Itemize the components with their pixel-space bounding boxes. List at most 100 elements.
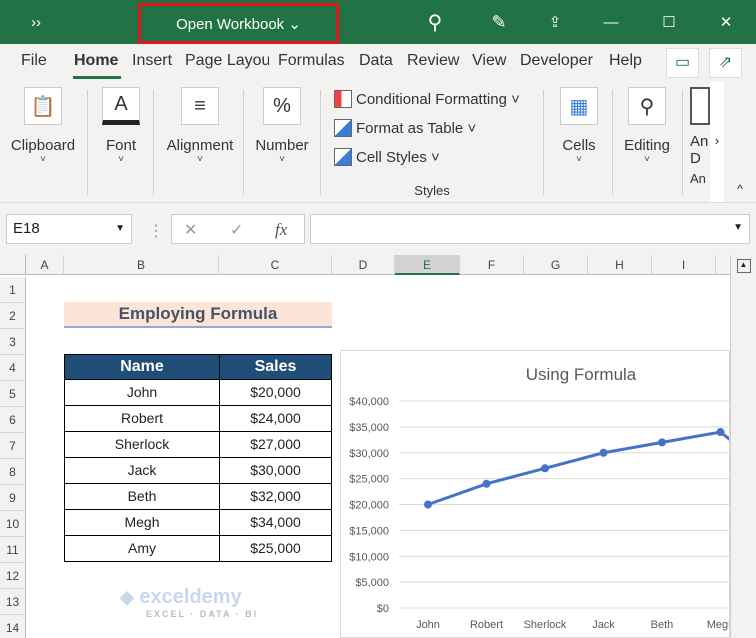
select-all-button[interactable] [0, 255, 26, 275]
column-header-D[interactable]: D [332, 255, 395, 275]
share-icon[interactable]: ⇗ [709, 48, 742, 78]
sheet-title[interactable]: Employing Formula [64, 302, 332, 328]
tab-help[interactable]: Help [609, 52, 642, 69]
formula-input[interactable]: ▼ [310, 214, 750, 244]
cell-styles-icon [334, 148, 352, 166]
data-point [482, 479, 491, 488]
cell-styles-button[interactable]: Cell Styles ˅ [334, 148, 440, 166]
cell-sales[interactable]: $27,000 [219, 431, 332, 458]
tab-view[interactable]: View [472, 52, 507, 69]
row-header-7[interactable]: 7 [0, 433, 26, 459]
column-header-E[interactable]: E [395, 255, 460, 275]
ribbon: 📋 Clipboard ˅ A Font ˅ ≡ Alignment ˅ % N… [0, 82, 756, 203]
header-name[interactable]: Name [64, 354, 220, 380]
cell-sales[interactable]: $20,000 [219, 379, 332, 406]
divider [612, 90, 613, 195]
row-header-11[interactable]: 11 [0, 537, 26, 563]
chevron-down-icon: ˅ [279, 154, 285, 165]
clipboard-label: Clipboard [10, 137, 76, 154]
maximize-button[interactable]: ☐ [662, 14, 676, 31]
chevron-down-icon: ▼ [733, 222, 743, 233]
clipboard-group[interactable]: 📋 Clipboard ˅ [4, 87, 82, 165]
font-group[interactable]: A Font ˅ [92, 87, 150, 165]
editing-group[interactable]: ⚲ Editing ˅ [618, 87, 676, 165]
cell-name[interactable]: Amy [64, 535, 220, 562]
format-as-table-button[interactable]: Format as Table ˅ [334, 119, 476, 137]
ribbon-scroll-right[interactable]: › [710, 82, 724, 202]
column-header-F[interactable]: F [460, 255, 524, 275]
series-line [427, 430, 729, 506]
column-header-C[interactable]: C [219, 255, 332, 275]
analyze-data-group[interactable]: An D An [690, 87, 710, 186]
data-point [716, 428, 725, 437]
row-header-2[interactable]: 2 [0, 303, 26, 329]
cell-name[interactable]: Sherlock [64, 431, 220, 458]
cell-name[interactable]: Megh [64, 509, 220, 536]
font-icon: A [102, 87, 140, 125]
cell-name[interactable]: Beth [64, 483, 220, 510]
cells-group[interactable]: ▦ Cells ˅ [552, 87, 606, 165]
cell-sales[interactable]: $34,000 [219, 509, 332, 536]
watermark-brand: exceldemy [139, 586, 242, 608]
row-header-4[interactable]: 4 [0, 355, 26, 381]
more-dots-icon: ⋮ [148, 223, 164, 240]
row-header-9[interactable]: 9 [0, 485, 26, 511]
open-workbook-button[interactable]: Open Workbook ⌄ [138, 3, 339, 44]
close-button[interactable]: ✕ [719, 14, 733, 31]
line-chart[interactable]: Using Formula $0 $5,000 $10,000 $15,000 $20,0… [340, 350, 730, 638]
quick-access-overflow[interactable]: ›› [31, 13, 41, 31]
column-header-I[interactable]: I [652, 255, 716, 275]
column-header-A[interactable]: A [26, 255, 64, 275]
cell-sales[interactable]: $32,000 [219, 483, 332, 510]
comments-icon[interactable]: ▭ [666, 48, 699, 78]
number-group[interactable]: % Number ˅ [250, 87, 314, 165]
tab-insert[interactable]: Insert [132, 52, 173, 69]
tab-developer[interactable]: Developer [520, 52, 593, 69]
cell-name[interactable]: Jack [64, 457, 220, 484]
x-tick-label: Jack [592, 619, 615, 631]
wand-icon[interactable]: ✎ [491, 11, 507, 32]
row-header-8[interactable]: 8 [0, 459, 26, 485]
name-box[interactable]: E18 ▼ [6, 214, 132, 244]
row-header-12[interactable]: 12 [0, 563, 26, 589]
enter-button[interactable]: ✓ [230, 222, 244, 239]
tab-home[interactable]: Home [74, 52, 119, 69]
cell-sales[interactable]: $30,000 [219, 457, 332, 484]
cell-name[interactable]: John [64, 379, 220, 406]
cell-name[interactable]: Robert [64, 405, 220, 432]
insert-function-button[interactable]: fx [275, 220, 288, 239]
search-icon[interactable]: ⚲ [427, 11, 443, 34]
column-header-J[interactable]: J [716, 255, 730, 275]
header-sales[interactable]: Sales [219, 354, 332, 380]
tab-review[interactable]: Review [407, 52, 460, 69]
cell-sales[interactable]: $25,000 [219, 535, 332, 562]
minimize-button[interactable]: — [603, 13, 619, 31]
column-header-H[interactable]: H [588, 255, 652, 275]
collapse-ribbon-button[interactable]: ^ [737, 182, 743, 196]
tab-page-layout[interactable]: Page Layou [185, 52, 269, 69]
row-header-10[interactable]: 10 [0, 511, 26, 537]
row-header-3[interactable]: 3 [0, 329, 26, 355]
row-header-6[interactable]: 6 [0, 407, 26, 433]
name-box-value: E18 [13, 220, 40, 237]
column-header-G[interactable]: G [524, 255, 588, 275]
scroll-up-icon[interactable]: ▲ [736, 259, 751, 273]
row-header-1[interactable]: 1 [0, 277, 26, 303]
x-tick-label: Beth [651, 619, 674, 631]
cancel-button[interactable]: ✕ [184, 222, 198, 239]
row-header-14[interactable]: 14 [0, 615, 26, 638]
cell-sales[interactable]: $24,000 [219, 405, 332, 432]
ribbon-tabs: File Home Insert Page Layou Formulas Dat… [0, 44, 756, 82]
row-header-13[interactable]: 13 [0, 589, 26, 615]
tab-data[interactable]: Data [359, 52, 393, 69]
conditional-formatting-button[interactable]: Conditional Formatting ˅ [334, 90, 520, 108]
number-label: Number [255, 137, 309, 154]
alignment-group[interactable]: ≡ Alignment ˅ [160, 87, 240, 165]
row-header-5[interactable]: 5 [0, 381, 26, 407]
vertical-scrollbar[interactable]: ▲ [730, 255, 756, 638]
tab-file[interactable]: File [21, 52, 47, 69]
tab-formulas[interactable]: Formulas [278, 52, 345, 69]
column-header-B[interactable]: B [64, 255, 219, 275]
ribbon-display-options-icon[interactable]: ⇪ [548, 14, 562, 31]
divider [543, 90, 544, 195]
